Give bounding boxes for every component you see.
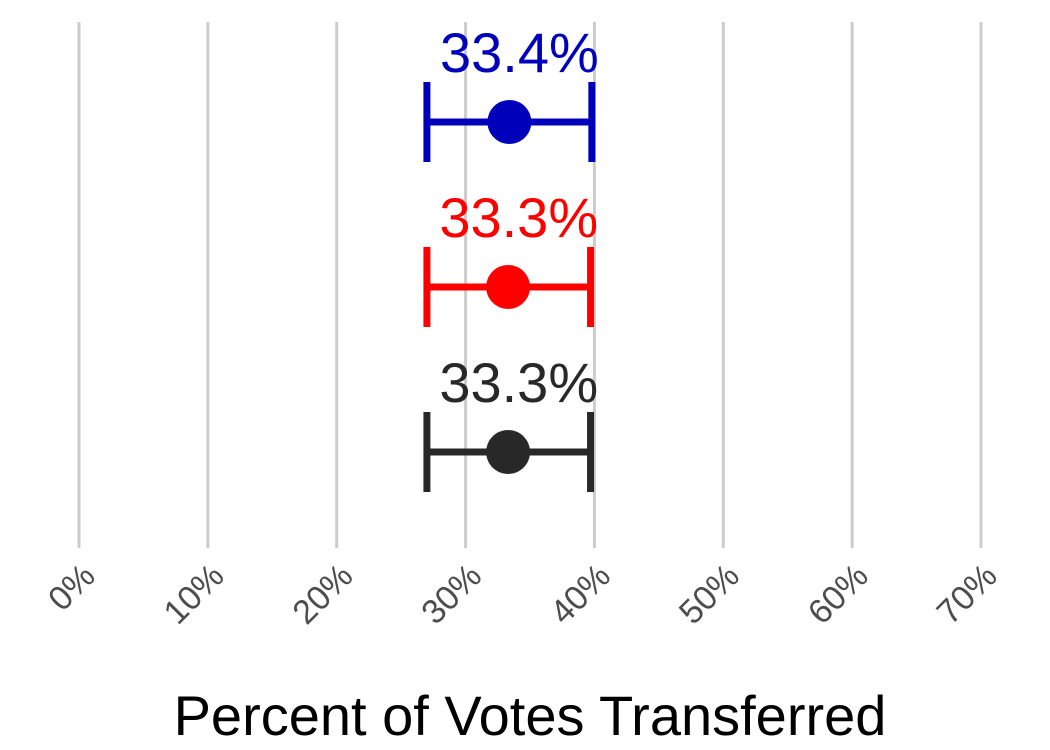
series-layer: 33.4% 33.3% 33.3%	[423, 21, 599, 492]
series-row-2: 33.3%	[423, 186, 598, 327]
x-tick-label-50: 50%	[672, 557, 747, 632]
data-label: 33.4%	[440, 21, 599, 84]
series-row-3: 33.3%	[423, 351, 598, 492]
x-tick-label-60: 60%	[801, 557, 876, 632]
data-label: 33.3%	[439, 186, 598, 249]
x-tick-label-70: 70%	[930, 557, 1005, 632]
x-tick-label-20: 20%	[285, 557, 360, 632]
data-label: 33.3%	[439, 351, 598, 414]
x-tick-labels: 0% 10% 20% 30% 40% 50% 60% 70%	[41, 557, 1005, 632]
point-estimate	[486, 265, 531, 309]
x-tick-label-30: 30%	[414, 557, 489, 632]
x-tick-label-0: 0%	[41, 557, 103, 619]
x-axis-title: Percent of Votes Transferred	[174, 684, 887, 747]
x-tick-label-10: 10%	[157, 557, 232, 632]
point-estimate	[487, 100, 532, 144]
x-tick-label-40: 40%	[543, 557, 618, 632]
point-estimate	[486, 430, 531, 474]
series-row-1: 33.4%	[423, 21, 599, 162]
